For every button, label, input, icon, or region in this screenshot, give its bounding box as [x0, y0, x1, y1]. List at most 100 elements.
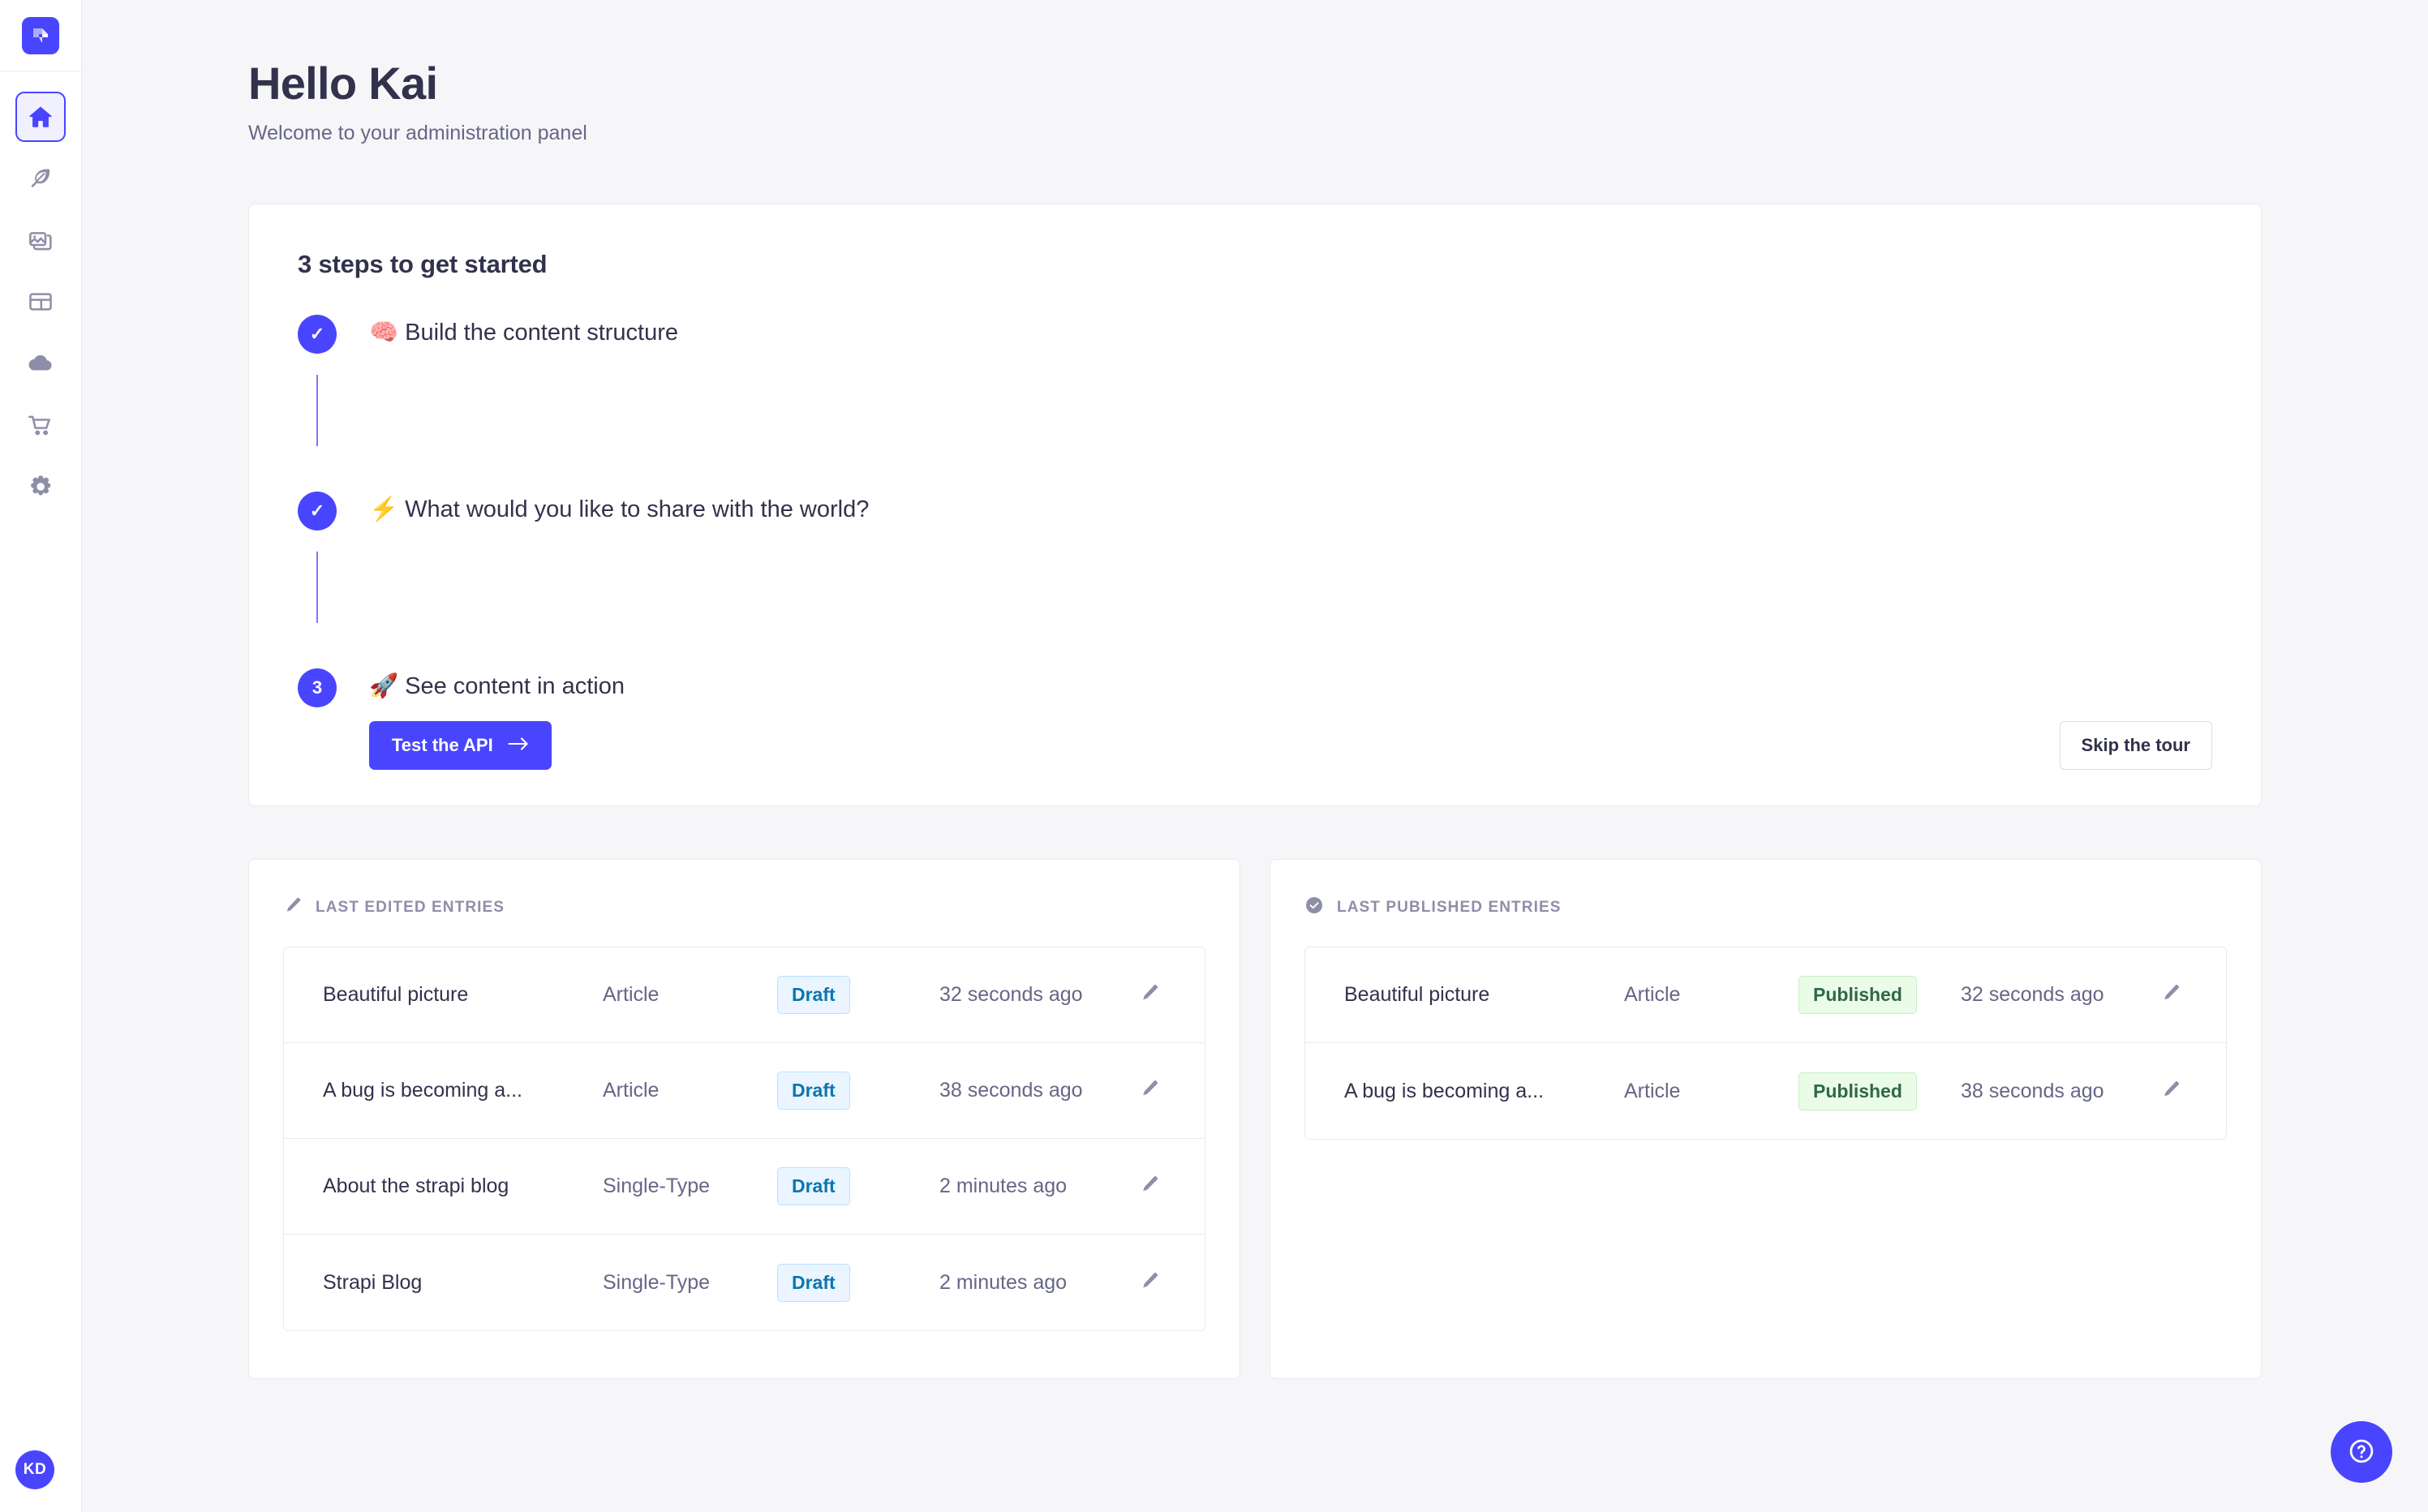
edit-entry-button[interactable] [2150, 1079, 2192, 1104]
sidebar-item-content-manager[interactable] [15, 153, 66, 204]
layout-icon [28, 289, 54, 315]
status-badge: Draft [777, 976, 850, 1015]
table-row[interactable]: About the strapi blog Single-Type Draft … [284, 1139, 1205, 1235]
entry-status-cell: Published [1798, 976, 1961, 1015]
step-marker-check-icon: ✓ [298, 314, 337, 354]
entry-name: A bug is becoming a... [1344, 1079, 1544, 1102]
step-label-2: ⚡ What would you like to share with the w… [369, 495, 869, 526]
last-edited-header: LAST EDITED ENTRIES [283, 896, 1205, 919]
table-row[interactable]: Beautiful picture Article Draft 32 secon… [284, 947, 1205, 1044]
lightning-icon: ⚡ [369, 496, 399, 522]
entry-type: Article [1624, 983, 1681, 1007]
step-marker-check-icon-2: ✓ [298, 491, 337, 530]
step-label-text-3: See content in action [405, 672, 625, 699]
status-badge: Draft [777, 1167, 850, 1206]
rocket-icon: 🚀 [369, 672, 399, 699]
entry-time: 32 seconds ago [939, 983, 1083, 1007]
strapi-logo-icon[interactable] [22, 16, 59, 54]
pencil-icon [1139, 1078, 1160, 1103]
main-content: Hello Kai Welcome to your administration… [82, 0, 2428, 1512]
page-header: Hello Kai Welcome to your administration… [82, 0, 2428, 145]
last-published-entries-list: Beautiful picture Article Published 32 s… [1304, 947, 2227, 1140]
brain-icon: 🧠 [369, 319, 399, 346]
entry-status-cell: Draft [777, 1167, 939, 1206]
entry-time: 32 seconds ago [1961, 983, 2104, 1007]
step-connector-2 [316, 551, 318, 623]
skip-the-tour-button[interactable]: Skip the tour [2059, 721, 2212, 771]
entry-type: Article [1624, 1079, 1681, 1102]
step-label-text-2: What would you like to share with the wo… [405, 496, 870, 522]
step-label-text-1: Build the content structure [405, 319, 679, 346]
status-badge: Published [1798, 1072, 1917, 1110]
last-published-label: LAST PUBLISHED ENTRIES [1337, 898, 1562, 916]
edit-entry-button[interactable] [1128, 1270, 1171, 1295]
last-published-entries-panel: LAST PUBLISHED ENTRIES Beautiful picture… [1270, 859, 2262, 1380]
step-body-3: 🚀 See content in action Test the API [369, 668, 625, 771]
entry-type: Single-Type [603, 1270, 711, 1294]
step-connector-1 [316, 374, 318, 446]
last-edited-entries-list: Beautiful picture Article Draft 32 secon… [283, 947, 1205, 1332]
entry-time: 2 minutes ago [939, 1175, 1068, 1198]
last-published-header: LAST PUBLISHED ENTRIES [1304, 896, 2227, 919]
last-edited-label: LAST EDITED ENTRIES [316, 898, 505, 916]
entry-name: About the strapi blog [323, 1175, 509, 1198]
sidebar-item-settings[interactable] [15, 462, 66, 512]
help-button[interactable] [2331, 1421, 2392, 1483]
avatar[interactable]: KD [15, 1450, 54, 1489]
entry-type: Single-Type [603, 1175, 711, 1198]
step-label-1: 🧠 Build the content structure [369, 318, 678, 349]
feather-icon [28, 165, 54, 191]
sidebar-item-cloud[interactable] [15, 338, 66, 389]
gear-icon [28, 474, 54, 500]
sidebar-item-marketplace[interactable] [15, 400, 66, 450]
sidebar-item-media-library[interactable] [15, 215, 66, 265]
entry-type: Article [603, 1079, 660, 1102]
home-icon [27, 103, 54, 131]
status-badge: Draft [777, 1263, 850, 1302]
table-row[interactable]: A bug is becoming a... Article Published… [1305, 1043, 2226, 1139]
pencil-icon [1139, 982, 1160, 1007]
entry-type: Article [603, 983, 660, 1007]
edit-entry-button[interactable] [1128, 1078, 1171, 1103]
pencil-icon [1139, 1270, 1160, 1295]
table-row[interactable]: A bug is becoming a... Article Draft 38 … [284, 1043, 1205, 1140]
step-spacer-1 [298, 354, 2212, 492]
entry-time: 2 minutes ago [939, 1270, 1068, 1294]
table-row[interactable]: Strapi Blog Single-Type Draft 2 minutes … [284, 1235, 1205, 1330]
test-the-api-button[interactable]: Test the API [369, 721, 552, 771]
sidebar-nav [15, 92, 66, 512]
edit-entry-button[interactable] [1128, 982, 1171, 1007]
entries-panels: LAST EDITED ENTRIES Beautiful picture Ar… [248, 859, 2262, 1380]
entry-name: A bug is becoming a... [323, 1079, 522, 1102]
question-circle-icon [2347, 1437, 2376, 1468]
step-body-1: 🧠 Build the content structure [369, 315, 678, 349]
step-item-3: 3 🚀 See content in action Test the API [298, 668, 2212, 771]
pencil-icon [1139, 1174, 1160, 1199]
step-item-2: ✓ ⚡ What would you like to share with the… [298, 491, 2212, 530]
pencil-icon [2160, 1079, 2181, 1104]
step-item-1: ✓ 🧠 Build the content structure [298, 314, 2212, 354]
sidebar-item-home[interactable] [15, 92, 66, 142]
steps-card-title: 3 steps to get started [298, 249, 548, 278]
edit-entry-button[interactable] [2150, 982, 2192, 1007]
sidebar-item-content-type-builder[interactable] [15, 277, 66, 327]
edit-entry-button[interactable] [1128, 1174, 1171, 1199]
status-badge: Draft [777, 1072, 850, 1110]
page-subtitle: Welcome to your administration panel [248, 121, 587, 144]
cloud-icon [28, 350, 54, 376]
entry-status-cell: Draft [777, 1072, 939, 1110]
sidebar: KD [0, 0, 82, 1512]
status-badge: Published [1798, 976, 1917, 1015]
table-row[interactable]: Beautiful picture Article Published 32 s… [1305, 947, 2226, 1044]
pencil-icon [2160, 982, 2181, 1007]
entry-name: Beautiful picture [323, 983, 469, 1007]
arrow-right-icon [508, 735, 529, 756]
step-spacer-2 [298, 530, 2212, 668]
step-marker-number: 3 [298, 668, 337, 707]
page-title: Hello Kai [248, 58, 438, 109]
entry-time: 38 seconds ago [939, 1079, 1083, 1102]
images-icon [28, 227, 54, 253]
sidebar-logo-wrap [0, 0, 81, 71]
cart-icon [28, 412, 54, 438]
